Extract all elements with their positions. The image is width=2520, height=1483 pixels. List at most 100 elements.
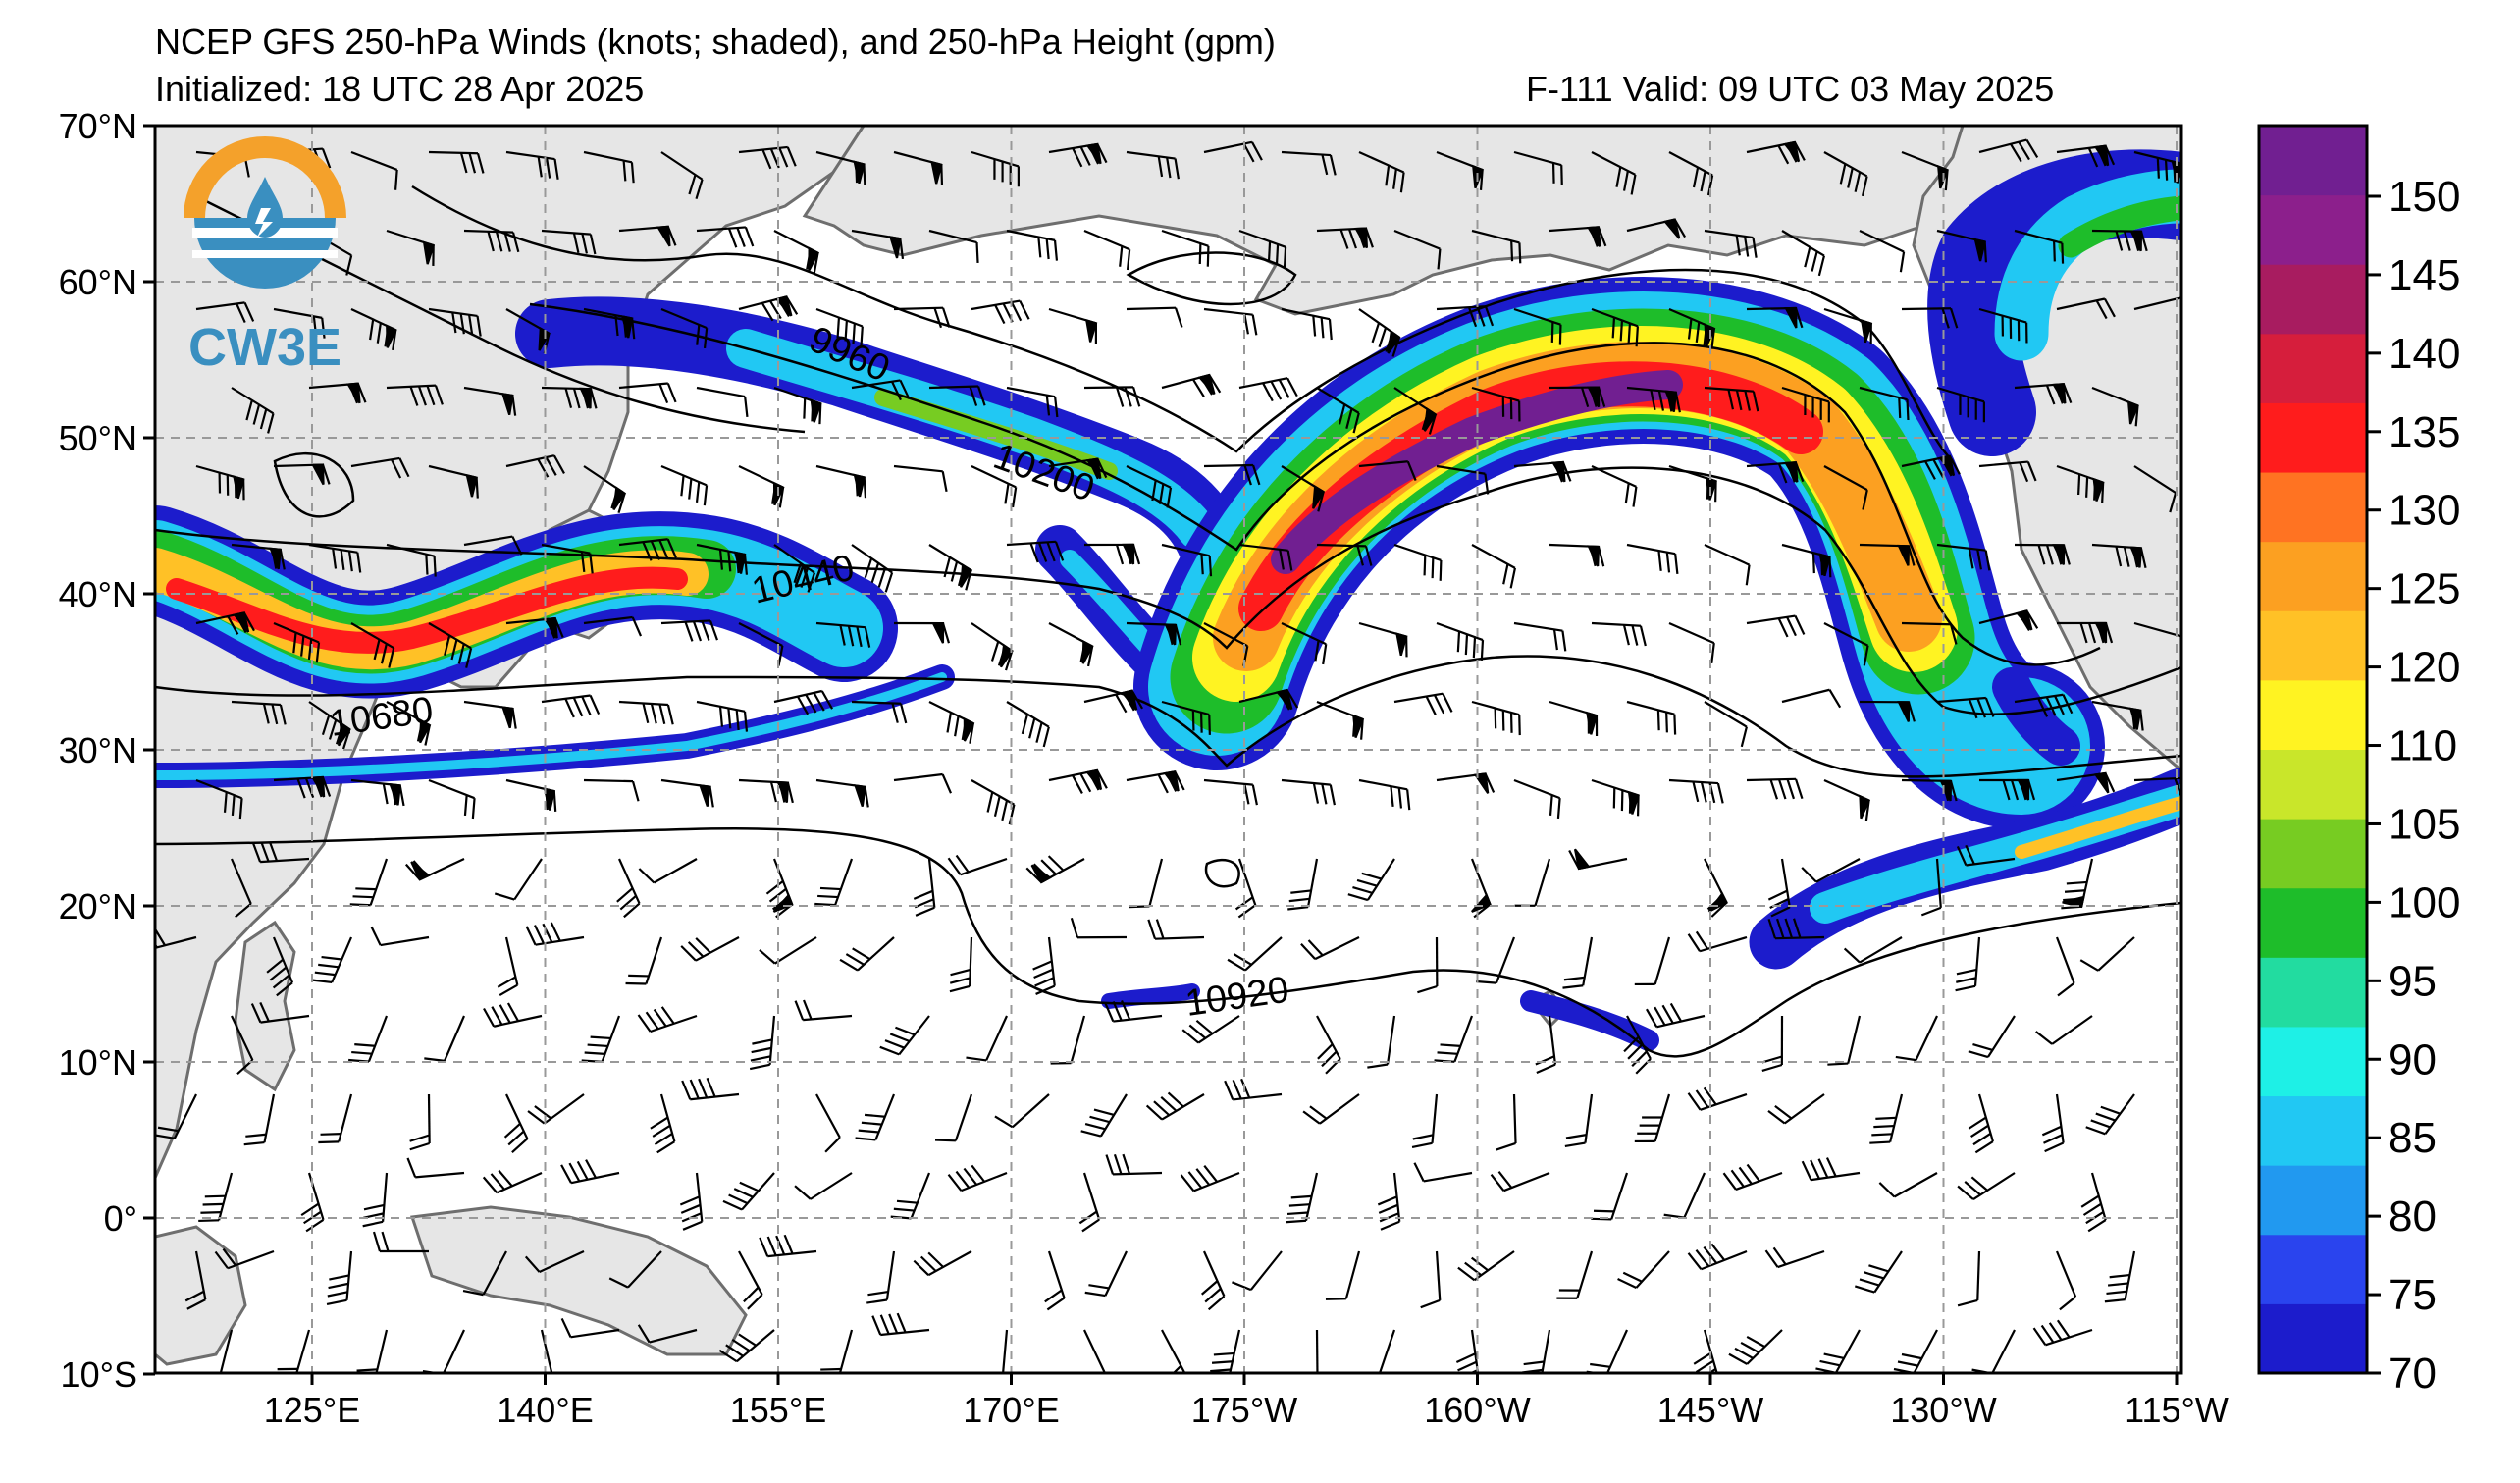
colorbar-label: 90 [2389,1035,2437,1084]
wind-barb [195,611,255,635]
wind-barb [230,858,252,919]
wind-barb [1147,919,1205,940]
wind-barb [505,778,557,812]
wind-barb [1634,936,1671,986]
wind-barb [1704,386,1759,412]
wind-barb [1048,622,1094,667]
colorbar-label: 80 [2389,1192,2437,1241]
wind-barb [913,858,936,917]
wind-barb [195,301,255,323]
wind-barb [409,1093,431,1151]
wind-barb [1722,1163,1783,1191]
wind-barb [1869,1093,1904,1144]
wind-barb [1302,1093,1360,1125]
jet-main-arc [1133,277,2105,829]
wind-barb [1535,1015,1557,1075]
wind-barb [815,464,867,499]
lon-label: 130°W [1890,1390,1996,1430]
wind-barb [1895,1015,1938,1062]
wind-barb [681,1077,740,1101]
wind-barb [1287,858,1319,911]
contour-small-cut [1204,858,1240,888]
colorbar-segment [2259,264,2367,335]
wind-barb [851,379,911,401]
colorbar-segment [2259,126,2367,196]
wind-barb [356,1329,389,1373]
wind-barb [463,535,523,556]
graticule [155,126,2181,1373]
wind-barb [1704,701,1748,748]
wind-barb [1746,614,1806,638]
wind-barb [2085,1093,2135,1136]
wind-barb [738,622,784,666]
wind-barb [625,936,663,985]
wind-barb [1281,465,1326,512]
init-time: Initialized: 18 UTC 28 Apr 2025 [155,69,645,109]
wind-barb [583,778,640,802]
map-title: NCEP GFS 250-hPa Winds (knots; shaded), … [155,22,1276,62]
contour-low-center [1126,251,1297,306]
wind-barb [155,1093,197,1139]
wind-barb [1457,1250,1515,1282]
wind-barb [1417,936,1439,994]
wind-barb [738,1250,763,1310]
wind-barb [1513,778,1561,820]
wind-barb [2056,771,2116,794]
wind-barb [2041,1093,2065,1153]
wind-barb [1549,386,1606,408]
wind-barb [1490,1170,1550,1192]
wind-barb [1393,692,1453,715]
wind-barb [1161,543,1213,577]
colorbar-segment [2259,679,2367,750]
wind-barb [722,1172,775,1211]
wind-barb [1232,1250,1283,1292]
lon-label: 170°E [963,1390,1059,1430]
colorbar-label: 100 [2389,878,2460,927]
wind-barb [462,1250,507,1297]
wind-barb [404,858,465,881]
wind-barb [2014,382,2073,405]
wind-barb [2056,621,2114,644]
wind-barb [424,1015,466,1062]
colorbar-label: 125 [2389,565,2460,613]
colorbar-label: 140 [2389,330,2460,378]
height-contours [155,185,2181,1058]
wind-barb [198,1172,234,1223]
wind-barb [773,230,820,274]
wind-barb [1200,1250,1226,1311]
wind-barb [1281,622,1328,665]
wind-barb [1746,777,1804,800]
wind-barb [219,1329,234,1373]
wind-barb [928,701,975,744]
lightning-icon [255,208,273,238]
wind-barb [1377,1172,1401,1231]
contour-asia-low [273,451,355,518]
wind-barb [277,1329,311,1373]
wind-barb [618,700,674,725]
wind-barb [231,700,287,725]
colorbar-segment [2259,1026,2367,1097]
wind-barb [1801,858,1861,883]
wind-barb [2091,229,2148,252]
wind-barb [525,922,585,946]
wind-barb [1645,1002,1706,1029]
wind-barb [273,775,332,799]
valid-time: F-111 Valid: 09 UTC 03 May 2025 [1526,69,2055,109]
wind-barb [1859,543,1916,566]
wind-barb [243,1093,276,1146]
wind-barb [1471,700,1521,736]
wind-barb [1161,1329,1186,1373]
wind-barb [1591,621,1647,647]
wind-barb [1161,229,1210,267]
wind-barb [1044,1250,1066,1311]
colorbar-label: 85 [2389,1114,2437,1162]
wind-barb [428,464,479,499]
wind-barb [815,307,864,347]
wind-barb [1823,151,1868,197]
wind-barb [1513,150,1563,186]
wind-barb [934,1093,973,1142]
wind-barb [1006,701,1050,748]
wind-barb [1358,150,1405,193]
logo-text: CW3E [188,318,341,377]
colorbar-segment [2259,957,2367,1028]
